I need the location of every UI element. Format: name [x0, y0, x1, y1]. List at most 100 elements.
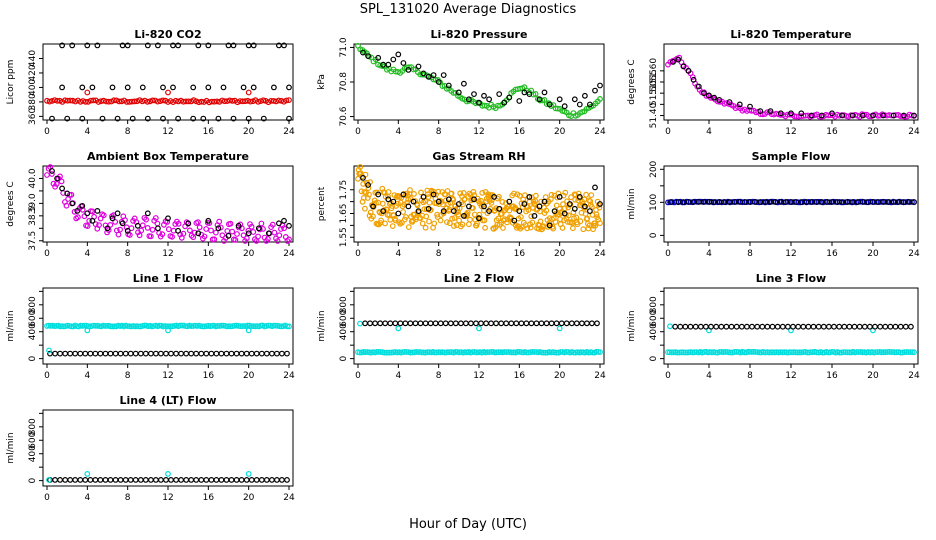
data-point	[402, 320, 409, 327]
data-point	[697, 323, 704, 330]
data-point	[592, 184, 598, 191]
data-point	[392, 320, 399, 327]
x-tick-label: 8	[747, 371, 753, 381]
data-point	[107, 221, 114, 228]
data-point	[518, 320, 525, 327]
data-point	[831, 323, 837, 330]
data-point	[678, 349, 685, 356]
data-point	[144, 115, 151, 122]
figure-title: SPL_131020 Average Diagnostics	[359, 2, 577, 17]
data-point	[741, 349, 748, 356]
data-point	[144, 210, 151, 217]
x-tick-label: 16	[826, 127, 838, 137]
data-point	[476, 215, 482, 222]
data-point	[887, 323, 894, 330]
data-point	[276, 220, 282, 227]
data-point	[364, 195, 371, 201]
data-point	[57, 350, 63, 357]
data-point	[152, 350, 159, 357]
data-point	[826, 323, 832, 330]
data-point	[486, 208, 493, 215]
data-point	[526, 91, 533, 97]
y-tick-label: 600	[28, 431, 38, 448]
data-point	[109, 323, 116, 330]
data-point	[597, 82, 603, 89]
data-point	[362, 205, 368, 212]
panel-6: Sample Flow ml/min 0 4 8 12 16 20 24 0 100 200	[627, 150, 920, 259]
data-point	[211, 98, 218, 105]
data-point	[415, 63, 422, 70]
data-point	[64, 190, 71, 197]
data-point	[97, 477, 104, 483]
data-point	[423, 213, 430, 220]
data-point	[747, 103, 753, 110]
data-point	[562, 189, 569, 196]
data-point	[543, 320, 550, 327]
y-tick-label: 600	[339, 309, 349, 326]
x-tick-label: 20	[243, 493, 255, 503]
data-point	[243, 477, 250, 483]
data-point	[736, 101, 743, 108]
data-point	[218, 477, 225, 483]
data-point	[177, 322, 184, 329]
data-point	[686, 349, 692, 356]
x-tick-label: 12	[162, 493, 173, 503]
y-tick-label: 380	[28, 93, 38, 110]
x-tick-label: 8	[125, 371, 131, 381]
series-2	[668, 199, 917, 205]
x-tick-label: 12	[162, 127, 173, 137]
data-point	[476, 99, 482, 106]
data-point	[703, 323, 709, 330]
data-point	[165, 215, 171, 222]
data-point	[238, 477, 245, 483]
series-2	[46, 471, 252, 483]
data-point	[122, 477, 129, 483]
data-point	[134, 98, 141, 105]
data-point	[897, 349, 904, 356]
data-point	[248, 223, 255, 230]
data-point	[135, 323, 142, 330]
data-point	[496, 91, 503, 97]
data-point	[242, 98, 249, 105]
data-point	[667, 323, 673, 330]
data-point	[414, 202, 421, 209]
x-tick-label: 16	[514, 127, 526, 137]
data-point	[521, 89, 528, 96]
y-axis-label: degrees C	[6, 181, 16, 226]
data-point	[52, 350, 58, 357]
data-point	[46, 347, 52, 354]
data-point	[568, 320, 575, 327]
data-point	[255, 233, 262, 240]
data-point	[117, 226, 123, 233]
data-point	[808, 349, 814, 356]
data-point	[892, 349, 898, 356]
data-point	[808, 112, 815, 119]
data-point	[69, 200, 76, 207]
panel-title: Li-820 Pressure	[431, 28, 528, 41]
data-point	[286, 97, 292, 103]
data-point	[516, 208, 523, 215]
data-point	[499, 198, 506, 205]
data-point	[49, 168, 55, 174]
x-tick-label: 16	[826, 249, 838, 259]
y-axis-label: ml/min	[627, 310, 637, 341]
data-point	[458, 320, 464, 327]
data-point	[100, 212, 107, 219]
data-point	[473, 349, 480, 356]
data-point	[527, 224, 534, 231]
data-point	[104, 225, 111, 232]
series-2	[360, 174, 603, 229]
data-point	[365, 53, 372, 59]
data-point	[124, 84, 131, 91]
data-point	[64, 115, 71, 122]
data-point	[853, 349, 860, 355]
data-point	[592, 87, 598, 94]
data-point	[164, 218, 171, 225]
data-point	[444, 188, 451, 194]
panel-title: Ambient Box Temperature	[87, 150, 249, 163]
data-point	[180, 230, 187, 237]
data-point	[117, 350, 124, 357]
y-axis-label: degrees C	[627, 59, 637, 104]
data-point	[892, 323, 899, 330]
